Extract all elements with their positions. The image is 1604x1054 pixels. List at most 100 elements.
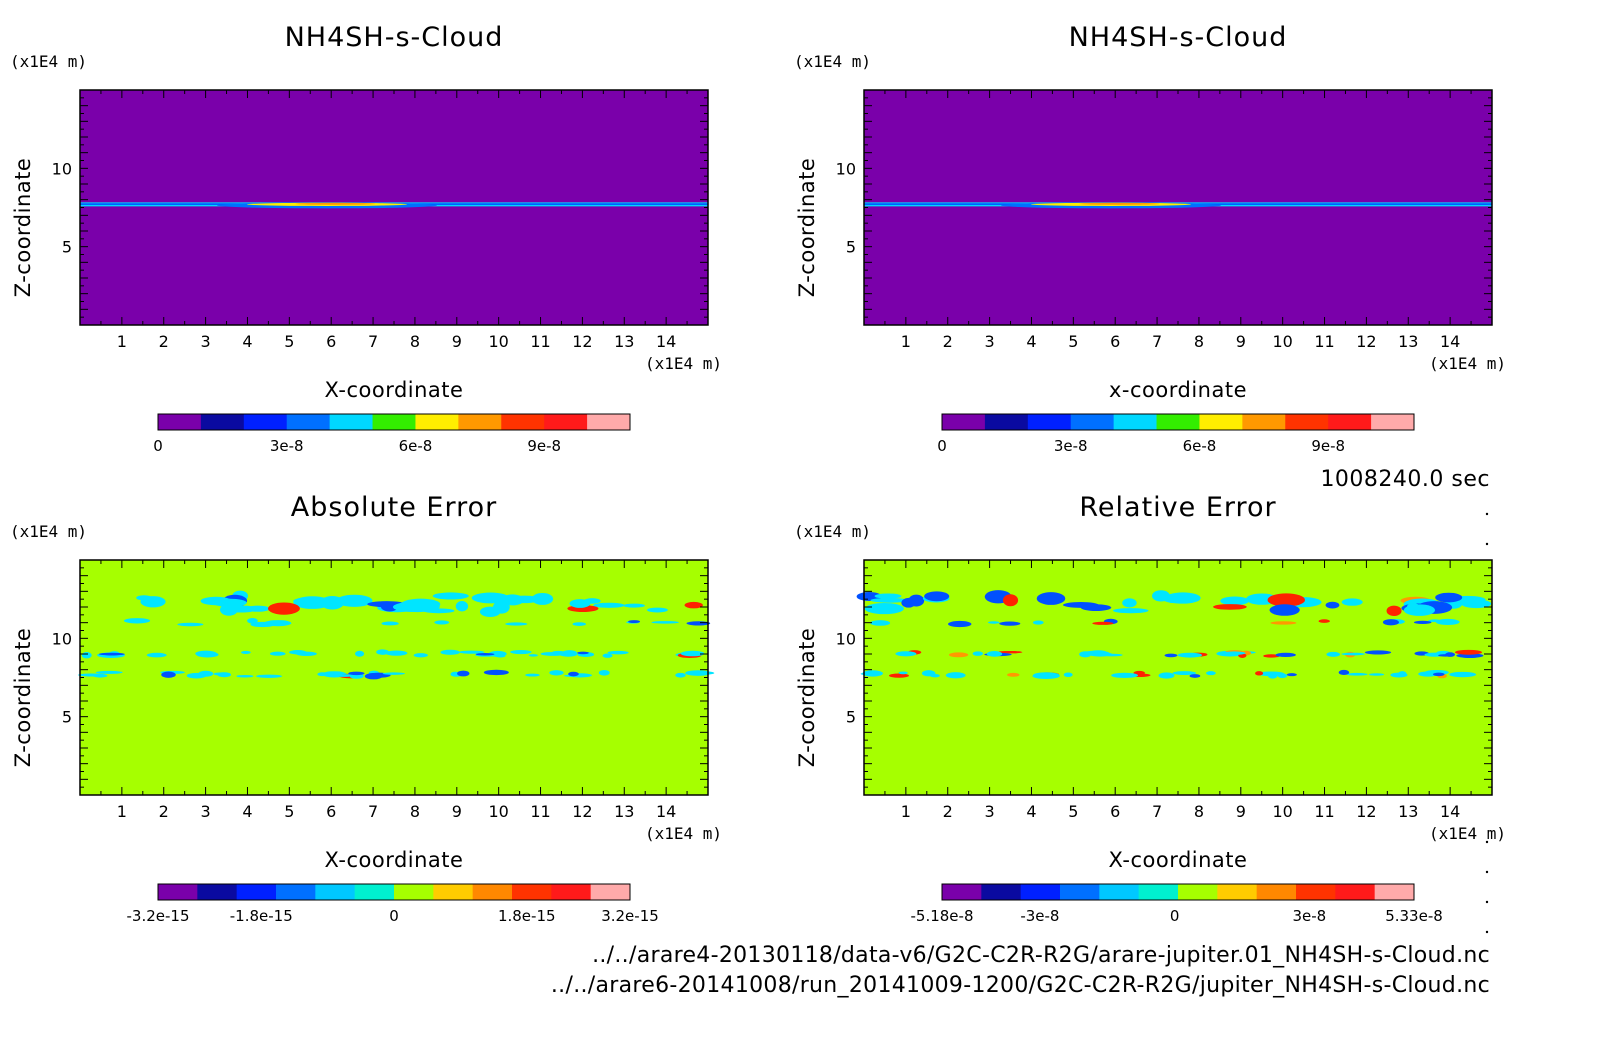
colorbar-swatch: [1335, 884, 1376, 900]
colorbar-label: 9e-8: [527, 437, 561, 455]
chart-title: Absolute Error: [291, 492, 497, 523]
error-blob: [1158, 672, 1175, 679]
error-blob: [336, 594, 373, 607]
chart-title: NH4SH-s-Cloud: [285, 22, 504, 53]
colorbar-swatch: [1060, 884, 1100, 900]
x-tick-label: 3: [985, 332, 995, 351]
x-tick-label: 7: [368, 332, 378, 351]
y-tick-label: 10: [836, 629, 856, 648]
error-blob: [434, 620, 450, 625]
time-label: 1008240.0 sec: [1320, 467, 1490, 492]
error-blob: [495, 654, 506, 658]
error-blob: [1267, 672, 1278, 679]
y-unit-label: (x1E4 m): [794, 52, 871, 71]
error-blob: [455, 601, 469, 612]
footer-path-2: ../../arare6-20141008/run_20141009-1200/…: [551, 973, 1490, 998]
error-blob: [161, 671, 176, 678]
error-blob: [1318, 619, 1330, 623]
error-blob: [1346, 672, 1368, 676]
colorbar-swatch: [942, 884, 982, 900]
colorbar-swatch: [1138, 884, 1179, 900]
error-blob: [647, 607, 668, 613]
error-blob: [1122, 598, 1137, 608]
error-blob: [320, 596, 345, 610]
error-blob: [898, 671, 908, 675]
error-blob: [508, 595, 541, 604]
error-blob: [200, 596, 232, 606]
error-blob: [1213, 604, 1247, 610]
error-blob: [1172, 671, 1197, 675]
error-blob: [457, 670, 470, 677]
x-tick-label: 11: [530, 802, 550, 821]
colorbar-swatch: [197, 884, 238, 900]
colorbar-swatch: [501, 414, 545, 430]
error-blob: [1435, 592, 1463, 603]
error-blob: [1255, 671, 1264, 676]
error-blob: [680, 650, 705, 657]
error-blob: [1220, 596, 1249, 606]
error-blob: [651, 621, 679, 624]
colorbar-frame: [157, 883, 631, 901]
error-blob: [1407, 603, 1420, 611]
error-blob: [1063, 602, 1099, 608]
x-tick-label: 4: [242, 332, 252, 351]
x-tick-label: 13: [1398, 332, 1418, 351]
x-tick-label: 13: [1398, 802, 1418, 821]
error-blob: [81, 652, 92, 659]
x-tick-label: 11: [1314, 802, 1334, 821]
error-blob: [1364, 650, 1392, 655]
error-blob: [1386, 605, 1402, 617]
x-tick-label: 4: [1026, 332, 1036, 351]
x-tick-label: 6: [326, 802, 336, 821]
x-tick-label: 1: [901, 802, 911, 821]
error-blob: [999, 621, 1021, 626]
error-blob: [1082, 650, 1110, 656]
error-blob: [317, 672, 328, 677]
error-blob: [423, 608, 455, 614]
x-tick-label: 10: [1272, 332, 1292, 351]
error-blob: [295, 651, 317, 656]
x-tick-label: 13: [614, 332, 634, 351]
colorbar-label: 0: [1170, 907, 1180, 925]
error-blob: [870, 620, 891, 626]
error-blob: [364, 673, 383, 680]
error-blob: [1449, 671, 1477, 678]
error-blob: [146, 652, 167, 658]
error-blob: [1454, 649, 1483, 655]
error-blob: [1267, 593, 1306, 607]
x-tick-label: 13: [614, 802, 634, 821]
error-blob: [355, 650, 365, 657]
colorbar-swatch: [587, 414, 631, 430]
colorbar-label: 9e-8: [1311, 437, 1345, 455]
x-tick-label: 1: [901, 332, 911, 351]
error-blob: [986, 651, 1003, 657]
error-blob: [236, 674, 254, 678]
colorbar-swatch: [512, 884, 552, 900]
error-blob: [602, 653, 613, 658]
error-blob: [382, 672, 405, 675]
error-blob: [874, 593, 902, 599]
error-blob: [1435, 618, 1460, 626]
x-tick-label: 1: [117, 802, 127, 821]
colorbar-swatch: [158, 884, 198, 900]
error-blob: [136, 595, 152, 601]
error-blob: [458, 650, 485, 654]
x-tick-label: 8: [410, 332, 420, 351]
error-blob: [475, 652, 495, 656]
x-tick-label: 5: [284, 332, 294, 351]
y-unit-label: (x1E4 m): [10, 52, 87, 71]
error-blob: [862, 670, 883, 677]
colorbar-swatch: [1113, 414, 1158, 430]
y-tick-label: 10: [836, 159, 856, 178]
margin-dot: [1485, 930, 1489, 934]
error-blob: [1112, 608, 1149, 614]
error-blob: [1033, 672, 1060, 678]
error-blob: [1133, 670, 1145, 676]
y-tick-label: 5: [846, 238, 856, 257]
colorbar-frame: [157, 413, 631, 431]
x-tick-label: 8: [1194, 802, 1204, 821]
error-blob: [1368, 673, 1385, 676]
colorbar-swatch: [1374, 884, 1415, 900]
x-tick-label: 4: [242, 802, 252, 821]
